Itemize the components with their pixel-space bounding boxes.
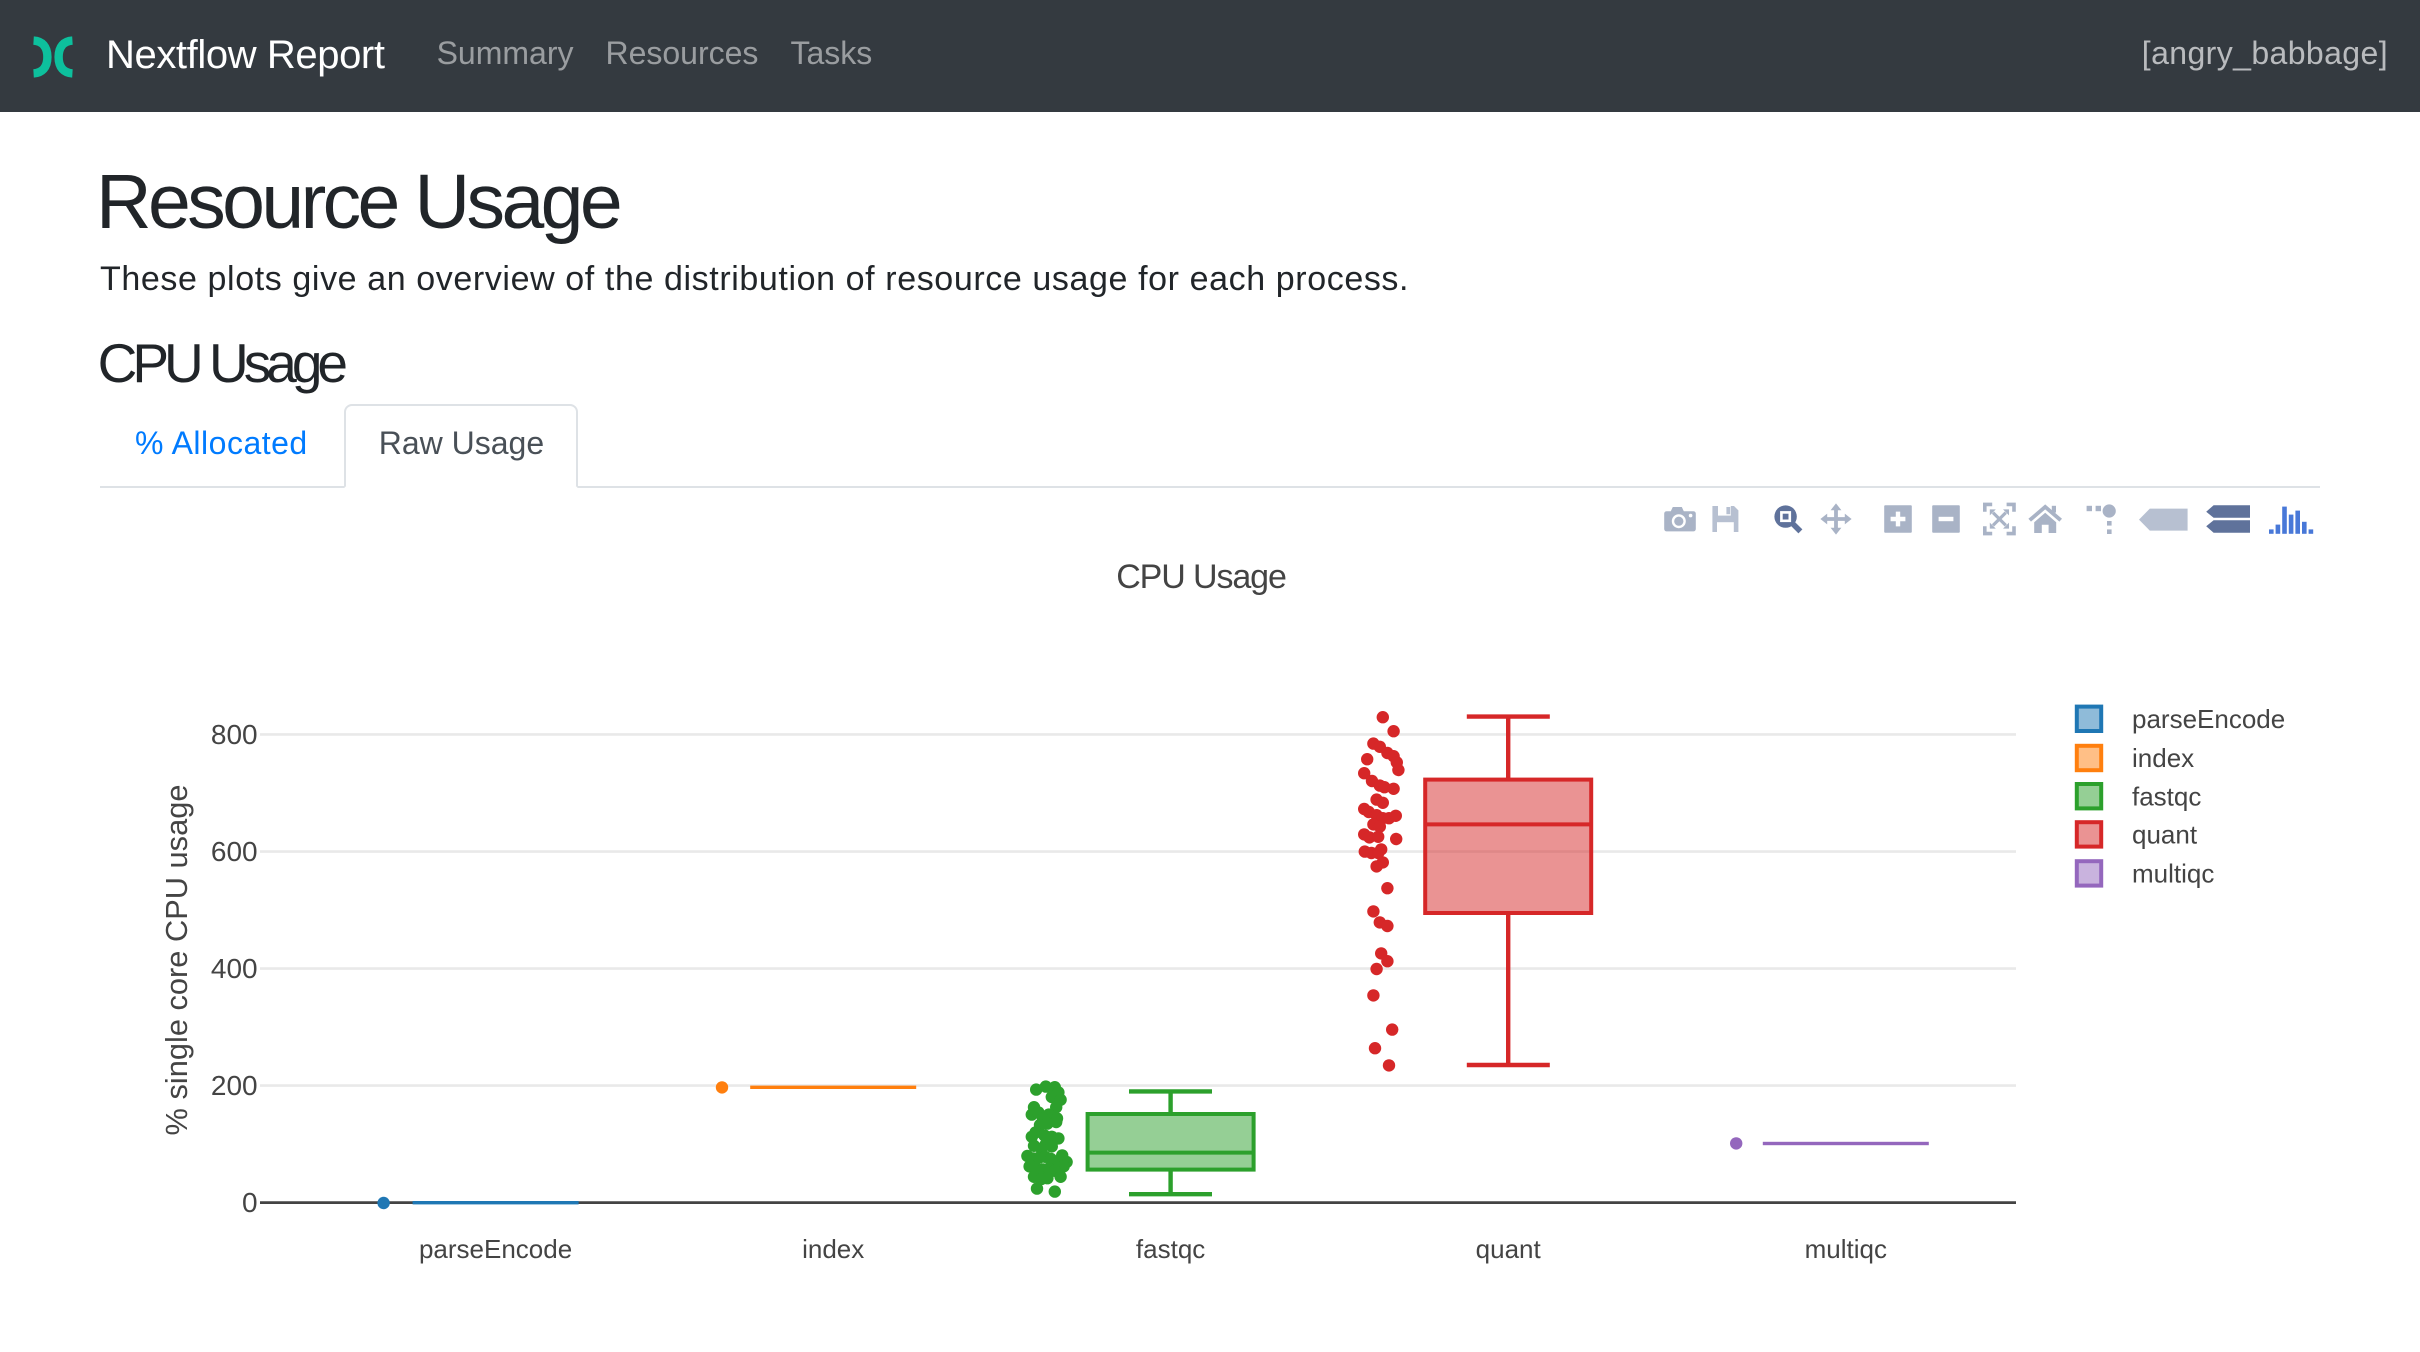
svg-text:400: 400 (211, 953, 258, 984)
svg-text:% single core CPU usage: % single core CPU usage (159, 785, 194, 1136)
svg-text:600: 600 (211, 836, 258, 867)
svg-text:parseEncode: parseEncode (2132, 704, 2285, 734)
svg-text:index: index (2132, 743, 2194, 773)
svg-text:fastqc: fastqc (1136, 1234, 1205, 1264)
svg-text:0: 0 (242, 1187, 258, 1218)
svg-text:CPU Usage: CPU Usage (1116, 558, 1286, 596)
svg-text:quant: quant (1476, 1234, 1542, 1264)
svg-text:fastqc: fastqc (2132, 782, 2201, 812)
svg-text:multiqc: multiqc (1805, 1234, 1887, 1264)
svg-text:quant: quant (2132, 820, 2198, 850)
svg-text:200: 200 (211, 1070, 258, 1101)
svg-text:index: index (802, 1234, 864, 1264)
svg-text:parseEncode: parseEncode (419, 1234, 572, 1264)
svg-text:multiqc: multiqc (2132, 859, 2214, 889)
svg-text:800: 800 (211, 719, 258, 750)
